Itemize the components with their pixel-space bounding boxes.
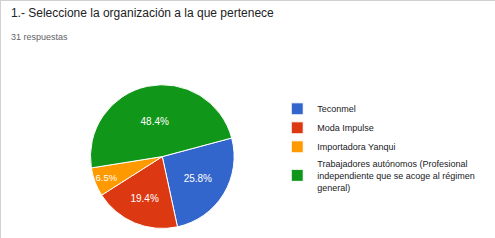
svg-text:19.4%: 19.4% (130, 193, 158, 204)
svg-text:Teconmel: Teconmel (317, 104, 356, 114)
svg-text:25.8%: 25.8% (184, 173, 212, 184)
svg-text:Trabajadores autónomos (Profes: Trabajadores autónomos (Profesionalindep… (317, 159, 475, 192)
svg-text:48.4%: 48.4% (141, 116, 169, 127)
svg-text:6.5%: 6.5% (96, 172, 118, 183)
svg-text:31 respuestas: 31 respuestas (11, 32, 68, 42)
svg-text:1.- Seleccione la organización: 1.- Seleccione la organización a la que … (11, 6, 274, 20)
svg-text:Moda Impulse: Moda Impulse (317, 123, 374, 133)
svg-text:Importadora Yanqui: Importadora Yanqui (317, 142, 395, 152)
